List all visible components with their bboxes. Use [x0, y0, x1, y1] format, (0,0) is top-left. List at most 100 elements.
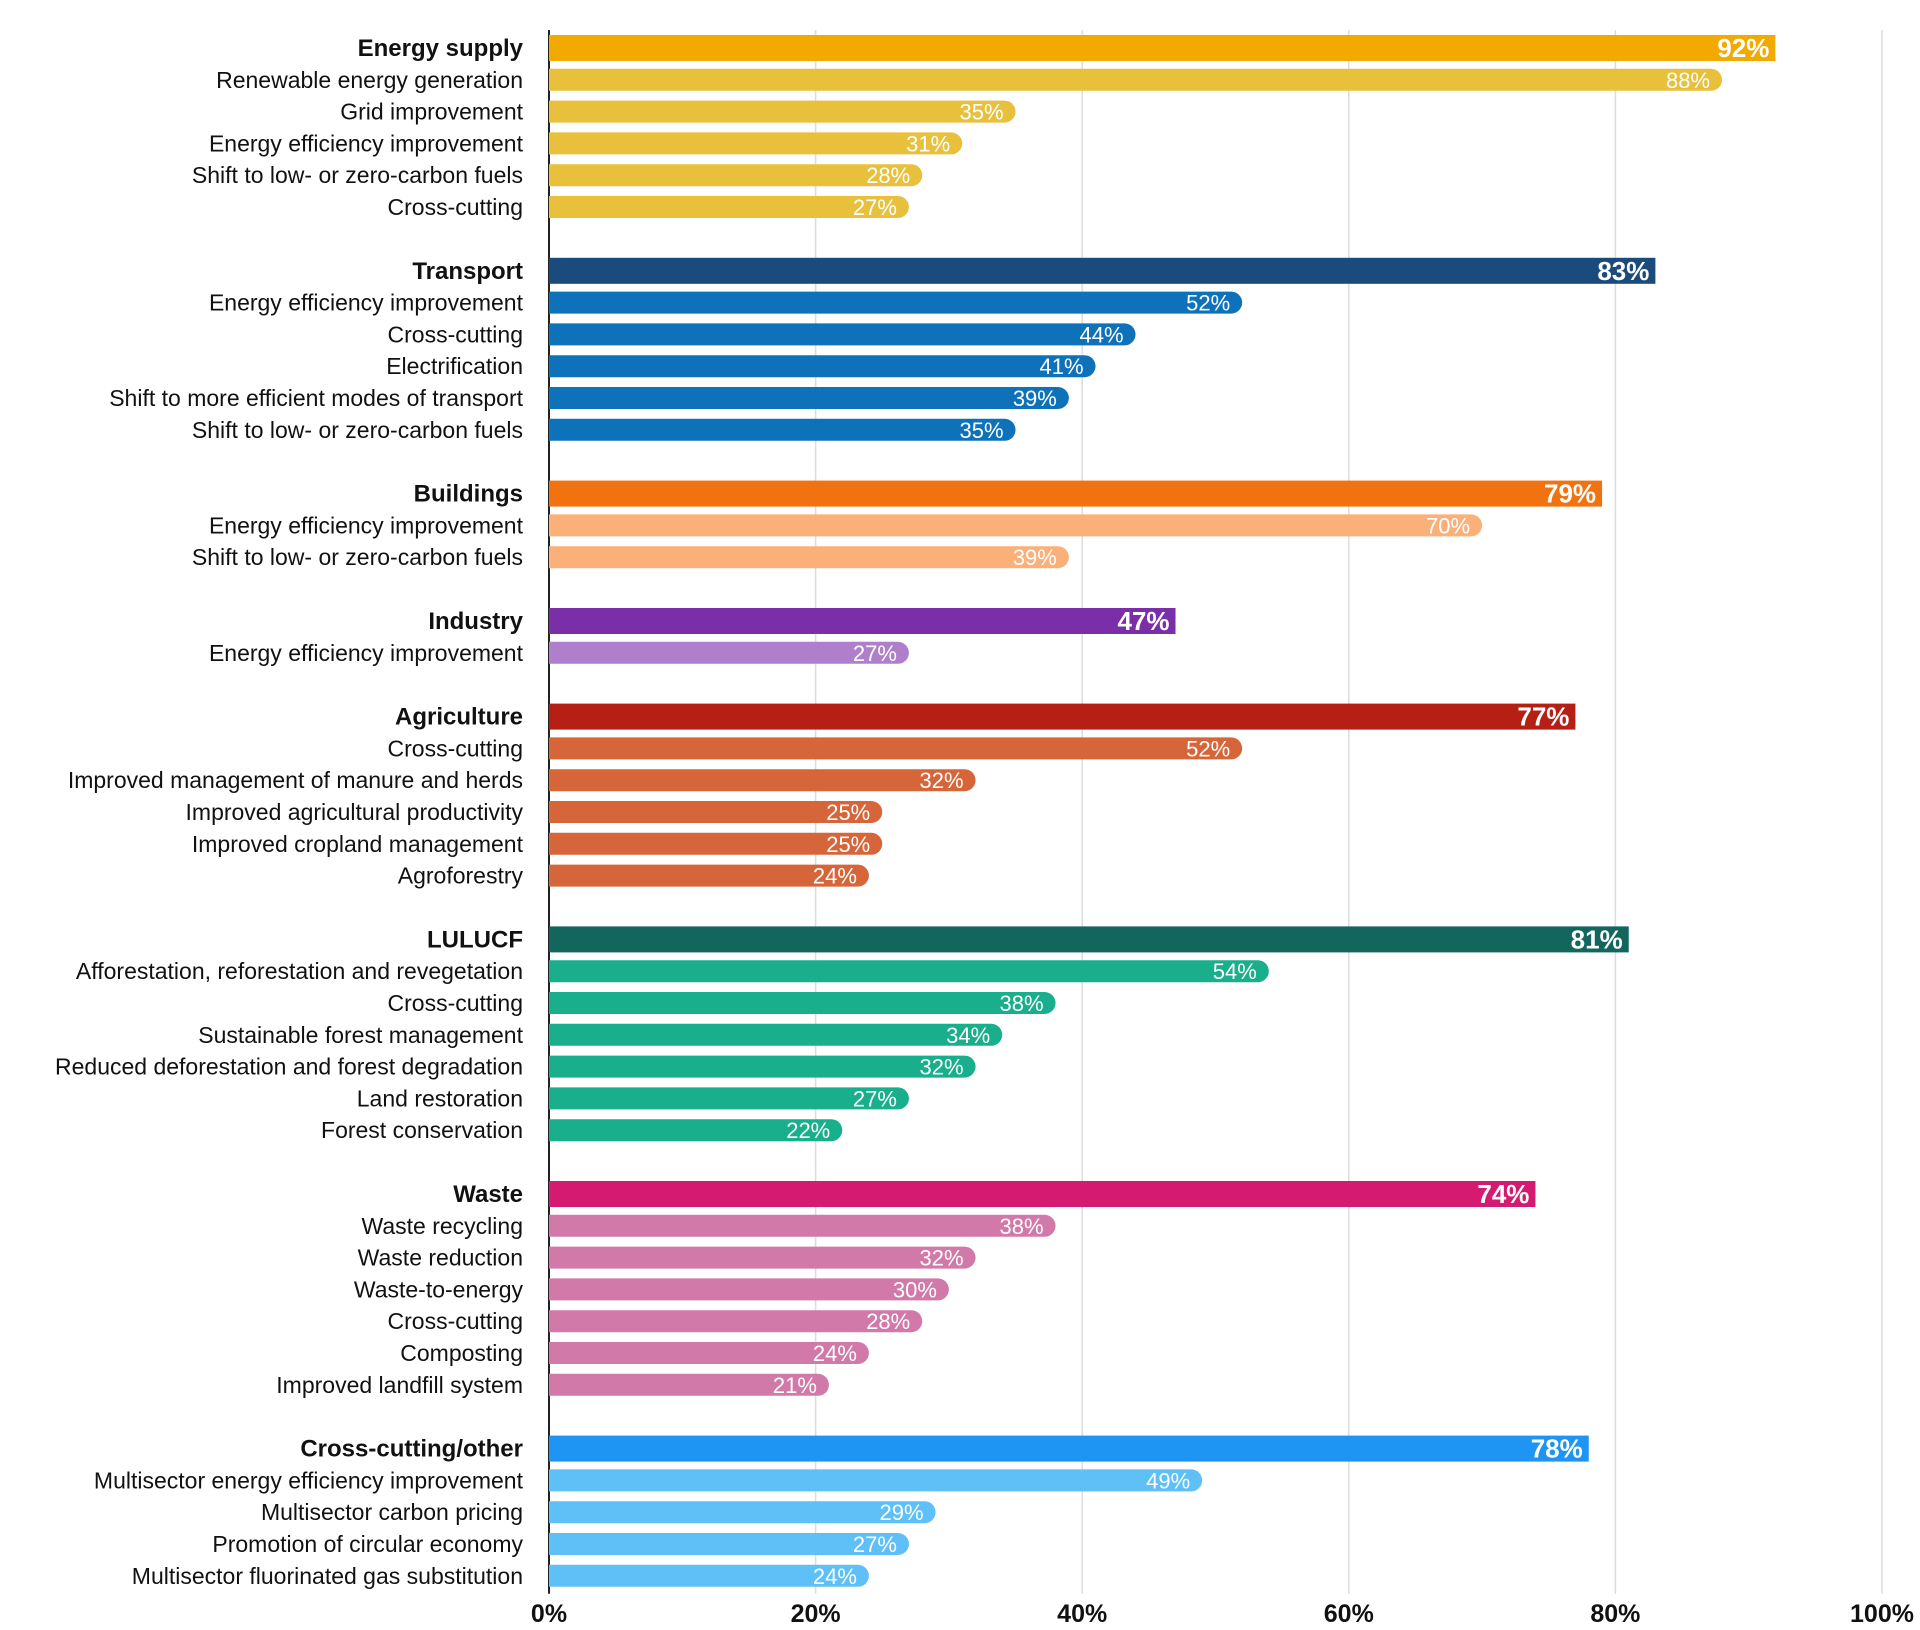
category-label-grid-improvement: Grid improvement — [340, 99, 523, 125]
category-label-improved-cropland-management: Improved cropland management — [192, 831, 524, 857]
x-tick-0pct: 0% — [531, 1600, 567, 1628]
value-label-electrification: 41% — [1039, 354, 1083, 379]
value-label-shift-to-more-efficient-modes-of-transport: 39% — [1013, 386, 1057, 411]
value-label-cross-cutting: 27% — [853, 195, 897, 220]
value-label-waste-recycling: 38% — [999, 1214, 1043, 1239]
group-value-label-cross-cutting-other: 78% — [1531, 1434, 1583, 1464]
category-label-renewable-energy-generation: Renewable energy generation — [216, 67, 523, 93]
value-label-sustainable-forest-management: 34% — [946, 1023, 990, 1048]
bar-shift-to-low-or-zero-carbon-fuels — [549, 164, 923, 187]
group-label-waste: Waste — [453, 1181, 523, 1208]
bar-electrification — [549, 355, 1096, 378]
bar-composting — [549, 1342, 869, 1364]
value-label-promotion-of-circular-economy: 27% — [853, 1532, 897, 1557]
value-label-improved-management-of-manure-and-herds: 32% — [920, 768, 964, 793]
bar-improved-management-of-manure-and-herds — [549, 769, 976, 792]
category-label-promotion-of-circular-economy: Promotion of circular economy — [212, 1531, 523, 1557]
value-label-multisector-carbon-pricing: 29% — [880, 1500, 924, 1525]
value-label-waste-to-energy: 30% — [893, 1277, 937, 1302]
value-label-energy-efficiency-improvement: 31% — [906, 131, 950, 156]
value-label-afforestation-reforestation-and-revegetation: 54% — [1213, 959, 1257, 984]
group-bar-buildings — [549, 480, 1603, 507]
bar-land-restoration — [549, 1087, 909, 1110]
group-value-label-lulucf: 81% — [1571, 924, 1623, 954]
category-label-cross-cutting: Cross-cutting — [388, 194, 523, 220]
bar-cross-cutting — [549, 737, 1243, 760]
bar-improved-cropland-management — [549, 832, 883, 855]
value-label-cross-cutting: 52% — [1186, 736, 1230, 761]
group-value-label-buildings: 79% — [1544, 479, 1596, 509]
value-label-agroforestry: 24% — [813, 864, 857, 889]
group-bar-waste — [549, 1181, 1536, 1207]
category-label-sustainable-forest-management: Sustainable forest management — [198, 1022, 523, 1048]
bar-renewable-energy-generation — [549, 68, 1723, 91]
category-label-cross-cutting: Cross-cutting — [388, 1308, 523, 1334]
value-label-renewable-energy-generation: 88% — [1666, 68, 1710, 93]
category-label-shift-to-low-or-zero-carbon-fuels: Shift to low- or zero-carbon fuels — [192, 544, 523, 570]
value-label-shift-to-low-or-zero-carbon-fuels: 35% — [960, 418, 1004, 443]
bar-improved-landfill-system — [549, 1373, 829, 1396]
group-label-buildings: Buildings — [414, 481, 523, 508]
group-bar-lulucf — [549, 926, 1629, 953]
value-label-cross-cutting: 44% — [1079, 322, 1123, 347]
bars: 92% 88% 35% 31% 28% 27% 83% 52% 44% 41% 39% 35% 79% 7… — [549, 33, 1776, 1589]
bar-reduced-deforestation-and-forest-degradation — [549, 1055, 976, 1078]
group-value-label-waste: 74% — [1477, 1179, 1529, 1209]
group-label-energy-supply: Energy supply — [358, 35, 524, 62]
category-label-multisector-fluorinated-gas-substitution: Multisector fluorinated gas substitution — [132, 1563, 523, 1589]
value-label-land-restoration: 27% — [853, 1086, 897, 1111]
group-value-label-energy-supply: 92% — [1717, 33, 1769, 63]
value-label-improved-landfill-system: 21% — [773, 1373, 817, 1398]
group-value-label-transport: 83% — [1597, 256, 1649, 286]
value-label-cross-cutting: 38% — [999, 991, 1043, 1016]
group-bar-cross-cutting-other — [549, 1435, 1589, 1462]
group-label-industry: Industry — [428, 608, 523, 635]
bar-agroforestry — [549, 864, 869, 887]
x-tick-40pct: 40% — [1057, 1600, 1107, 1628]
category-label-afforestation-reforestation-and-revegetation: Afforestation, reforestation and reveget… — [76, 958, 523, 984]
bar-energy-efficiency-improvement — [549, 641, 909, 664]
bar-shift-to-low-or-zero-carbon-fuels — [549, 546, 1069, 569]
bar-shift-to-low-or-zero-carbon-fuels — [549, 418, 1016, 441]
x-tick-20pct: 20% — [791, 1600, 841, 1628]
value-label-reduced-deforestation-and-forest-degradation: 32% — [920, 1055, 964, 1080]
group-label-cross-cutting-other: Cross-cutting/other — [300, 1436, 523, 1463]
category-label-energy-efficiency-improvement: Energy efficiency improvement — [209, 130, 524, 156]
bar-cross-cutting — [549, 1310, 923, 1333]
category-label-shift-to-low-or-zero-carbon-fuels: Shift to low- or zero-carbon fuels — [192, 162, 523, 188]
value-label-energy-efficiency-improvement: 70% — [1426, 513, 1470, 538]
x-tick-80pct: 80% — [1590, 1600, 1640, 1628]
category-label-energy-efficiency-improvement: Energy efficiency improvement — [209, 512, 524, 538]
category-label-improved-landfill-system: Improved landfill system — [276, 1372, 523, 1398]
bar-waste-to-energy — [549, 1278, 949, 1301]
category-label-multisector-energy-efficiency-improvement: Multisector energy efficiency improvemen… — [94, 1467, 524, 1493]
group-bar-industry — [549, 608, 1176, 634]
x-axis-ticks: 0% 20% 40% 60% 80% 100% — [531, 1600, 1914, 1628]
value-label-energy-efficiency-improvement: 27% — [853, 641, 897, 666]
group-bar-energy-supply — [549, 35, 1776, 61]
group-bar-agriculture — [549, 703, 1576, 730]
category-label-waste-recycling: Waste recycling — [362, 1213, 523, 1239]
group-label-transport: Transport — [412, 258, 523, 285]
category-label-cross-cutting: Cross-cutting — [388, 735, 523, 761]
bar-cross-cutting — [549, 992, 1056, 1014]
bar-cross-cutting — [549, 323, 1136, 346]
category-label-cross-cutting: Cross-cutting — [388, 990, 523, 1016]
category-label-multisector-carbon-pricing: Multisector carbon pricing — [261, 1499, 523, 1525]
bar-forest-conservation — [549, 1119, 843, 1142]
category-label-energy-efficiency-improvement: Energy efficiency improvement — [209, 290, 524, 316]
group-value-label-industry: 47% — [1117, 606, 1169, 636]
group-bar-transport — [549, 257, 1656, 284]
bar-energy-efficiency-improvement — [549, 514, 1483, 537]
category-label-shift-to-more-efficient-modes-of-transport: Shift to more efficient modes of transpo… — [109, 385, 523, 411]
x-tick-100pct: 100% — [1850, 1600, 1914, 1628]
category-label-energy-efficiency-improvement: Energy efficiency improvement — [209, 640, 524, 666]
category-label-forest-conservation: Forest conservation — [321, 1117, 523, 1143]
category-label-land-restoration: Land restoration — [357, 1085, 523, 1111]
group-label-lulucf: LULUCF — [427, 926, 523, 953]
value-label-multisector-fluorinated-gas-substitution: 24% — [813, 1564, 857, 1589]
value-label-cross-cutting: 28% — [866, 1309, 910, 1334]
x-tick-60pct: 60% — [1324, 1600, 1374, 1628]
value-label-composting: 24% — [813, 1341, 857, 1366]
